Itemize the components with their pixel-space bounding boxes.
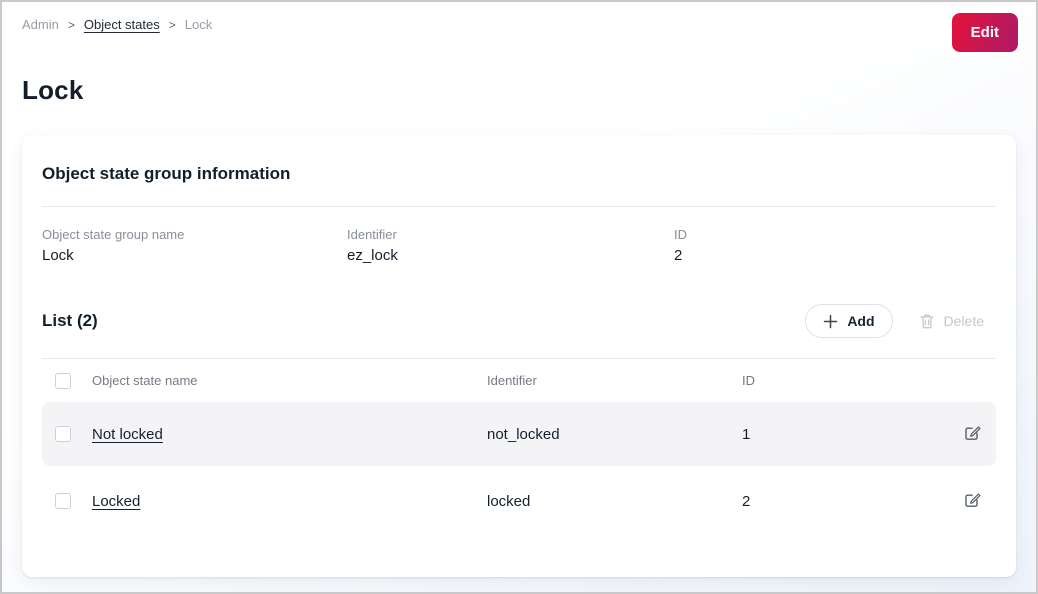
top-bar: Admin > Object states > Lock Edit	[2, 2, 1036, 52]
object-state-link[interactable]: Not locked	[92, 425, 163, 443]
field-label: Identifier	[347, 227, 397, 242]
edit-button[interactable]: Edit	[951, 13, 1018, 52]
object-state-link[interactable]: Locked	[92, 492, 141, 510]
table-header-row: Object state name Identifier ID	[42, 358, 996, 402]
field-value: ez_lock	[347, 247, 398, 264]
plus-icon	[823, 314, 838, 329]
table-row: Not locked not_locked 1	[42, 402, 996, 466]
delete-button-label: Delete	[943, 313, 984, 329]
breadcrumb-separator: >	[168, 17, 176, 32]
column-header-id: ID	[742, 373, 755, 388]
row-edit-button[interactable]	[961, 488, 984, 514]
column-header-name: Object state name	[92, 373, 198, 388]
field-value: 2	[674, 247, 683, 264]
content-card: Object state group information Object st…	[22, 135, 1016, 577]
list-header: List (2) Add Delete	[42, 304, 996, 338]
delete-button[interactable]: Delete	[907, 305, 996, 338]
breadcrumb-admin[interactable]: Admin	[22, 17, 59, 32]
list-title: List (2)	[42, 311, 98, 330]
breadcrumb-current: Lock	[184, 17, 213, 32]
row-id: 2	[742, 492, 751, 510]
section-divider	[42, 206, 996, 207]
field-label: Object state group name	[42, 227, 185, 242]
page-title: Lock	[22, 75, 84, 105]
row-checkbox[interactable]	[55, 493, 71, 509]
add-button-label: Add	[847, 313, 875, 329]
group-info-section-title: Object state group information	[42, 164, 291, 183]
group-info-fields: Object state group name Lock Identifier …	[42, 227, 996, 264]
add-button[interactable]: Add	[805, 304, 893, 338]
breadcrumb-separator: >	[67, 17, 75, 32]
field-label: ID	[674, 227, 687, 242]
field-identifier: Identifier ez_lock	[347, 227, 674, 264]
edit-icon	[963, 490, 982, 509]
field-id: ID 2	[674, 227, 996, 264]
edit-icon	[963, 423, 982, 442]
row-id: 1	[742, 425, 751, 443]
trash-icon	[919, 313, 935, 330]
breadcrumb: Admin > Object states > Lock	[22, 13, 212, 32]
row-identifier: locked	[487, 492, 531, 510]
table-row: Locked locked 2	[42, 469, 996, 533]
field-value: Lock	[42, 247, 74, 264]
field-group-name: Object state group name Lock	[42, 227, 347, 264]
select-all-checkbox[interactable]	[55, 372, 71, 389]
row-identifier: not_locked	[487, 425, 560, 443]
breadcrumb-object-states[interactable]: Object states	[83, 17, 160, 32]
column-header-identifier: Identifier	[487, 373, 537, 388]
object-states-table: Object state name Identifier ID Not lock…	[42, 358, 996, 533]
row-edit-button[interactable]	[961, 421, 984, 447]
list-actions: Add Delete	[805, 304, 996, 338]
row-checkbox[interactable]	[55, 426, 71, 442]
